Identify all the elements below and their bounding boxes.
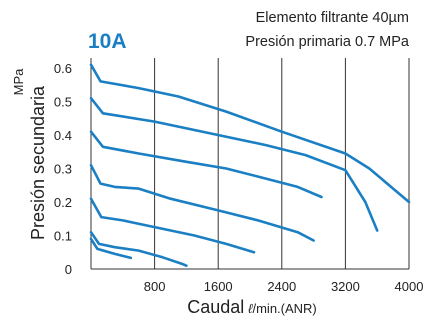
chart-title: 10A	[88, 30, 127, 53]
annotation-primary-pressure: Presión primaria 0.7 MPa	[245, 34, 410, 50]
y-tick-label: 0.3	[54, 162, 72, 177]
series-line-3	[91, 165, 314, 240]
y-axis-label: Presión secundaria	[28, 85, 48, 240]
y-tick-label: 0.4	[54, 128, 72, 143]
x-tick-label: 800	[144, 279, 166, 294]
y-tick-label: 0.2	[54, 195, 72, 210]
series-line-4	[91, 199, 254, 253]
x-tick-label: 1600	[204, 279, 233, 294]
y-tick-label: 0.6	[54, 61, 72, 76]
y-axis-unit: MPa	[11, 68, 26, 96]
series-line-5	[91, 232, 186, 266]
x-axis-label-text: Caudal	[187, 297, 244, 317]
annotation-filter-element: Elemento filtrante 40µm	[256, 10, 409, 26]
series-line-0	[91, 65, 409, 202]
y-tick-label: 0.5	[54, 95, 72, 110]
tick-labels: 800 1600 2400 3200 4000 0 0.1 0.2 0.3 0.4 0.5 0.6	[54, 61, 424, 294]
series-line-1	[91, 98, 377, 230]
y-tick-label: 0.1	[54, 229, 72, 244]
x-axis-label: Caudal ℓ/min.(ANR)	[187, 297, 317, 317]
x-tick-label: 3200	[331, 279, 360, 294]
x-tick-label: 2400	[267, 279, 296, 294]
y-tick-label: 0	[65, 262, 72, 277]
x-axis-unit: /min.(ANR)	[252, 301, 316, 316]
x-tick-label: 4000	[395, 279, 424, 294]
curves	[91, 65, 409, 266]
